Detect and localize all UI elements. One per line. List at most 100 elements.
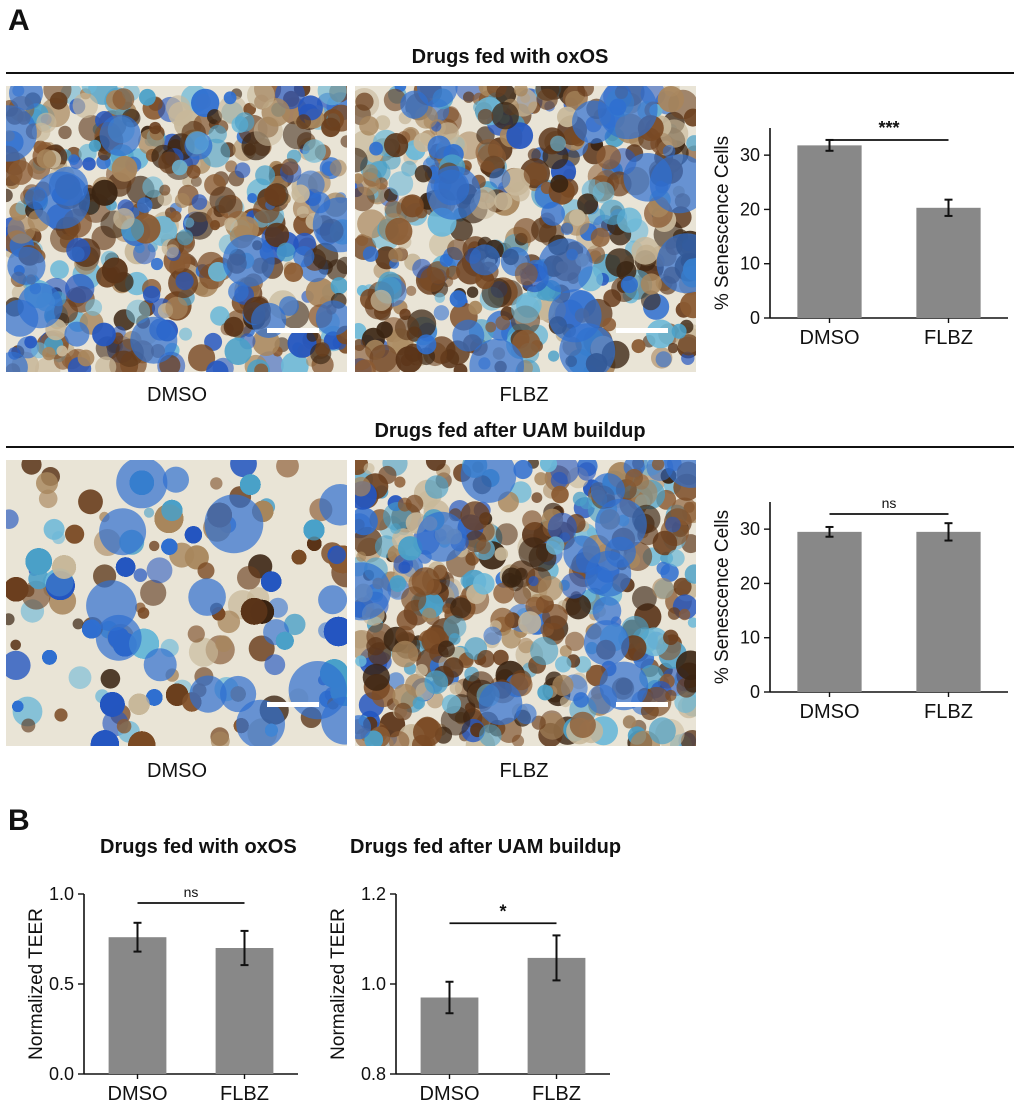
cell-blob [378,465,397,485]
image-label-dmso-row2: DMSO [147,760,207,782]
cell-blob [477,108,494,125]
cell-blob [514,262,538,286]
stain-cluster [433,169,470,206]
stain-cluster [236,699,285,746]
cell-blob [363,463,375,474]
cell-blob [100,669,121,689]
panel-b-right-title: Drugs fed after UAM buildup [350,836,622,858]
cell-blob [391,640,419,668]
cell-blob [302,139,327,163]
cell-blob [443,615,467,639]
cell-blob [162,466,189,493]
cell-blob [355,359,376,372]
y-tick-label: 20 [740,573,760,593]
cell-blob [36,472,58,495]
cell-blob [569,209,586,226]
cell-blob [640,273,662,295]
cell-blob [261,571,282,592]
cell-blob [687,617,696,628]
stain-cluster [143,648,177,682]
cell-blob [254,363,269,372]
cell-blob [336,256,347,274]
cell-blob [230,460,257,478]
cell-blob [128,731,156,746]
cell-blob [291,549,307,565]
cell-blob [577,462,597,481]
cell-blob [550,174,569,193]
cell-blob [224,217,238,231]
cell-blob [317,86,347,106]
cell-blob [56,345,68,357]
cell-blob [126,299,151,324]
cell-blob [663,629,679,645]
cell-blob [42,346,56,361]
stain-cluster [116,460,168,509]
cell-blob [439,253,453,267]
cell-blob [468,300,483,315]
stain-cluster [452,319,485,352]
cell-blob [667,549,685,567]
cell-blob [560,222,574,236]
cell-blob [136,197,153,213]
chart-senescence-oxos: 0 10 20 30 % Senescence Cells DMSO FLBZ *** [712,118,1008,349]
cell-blob [240,474,261,495]
cell-blob [100,692,125,717]
cell-blob [183,217,195,228]
cell-blob [534,472,548,486]
cell-blob [501,567,522,588]
cell-blob [7,215,36,244]
cell-blob [223,91,237,105]
cell-blob [90,730,119,746]
chart-senescence-uam: 0 10 20 30 % Senescence Cells DMSO FLBZ ns [712,495,1008,723]
cell-blob [453,363,468,372]
cell-blob [210,731,230,746]
cell-blob [424,670,449,695]
cell-blob [466,286,479,298]
cell-blob [128,693,150,715]
y-tick-label: 10 [740,628,760,648]
cell-blob [677,334,696,356]
cell-blob [8,160,33,185]
cell-blob [518,537,549,568]
stain-cluster [188,578,226,616]
cell-blob [182,176,193,187]
x-tick-label: FLBZ [924,327,973,349]
cell-blob [175,272,194,291]
cell-blob [52,531,65,545]
cell-blob [401,586,427,612]
cell-blob [143,507,155,518]
y-tick-label: 0.5 [49,974,74,994]
row1-title: Drugs fed with oxOS [411,46,609,68]
cell-blob [684,674,696,693]
cell-blob [437,640,455,658]
cell-blob [385,217,413,245]
cell-blob [330,277,347,295]
cell-blob [662,145,676,158]
cell-blob [157,191,173,206]
stain-cluster [538,238,593,293]
significance-label: ns [882,495,897,511]
y-axis-label: % Senescence Cells [712,136,733,310]
cell-blob [281,158,299,176]
y-tick-label: 20 [740,199,760,219]
stain-cluster [417,86,458,108]
cell-blob [398,536,423,561]
y-tick-label: 0.0 [49,1064,74,1084]
cell-blob [133,568,148,582]
cell-blob [186,164,201,179]
stain-cluster [288,661,347,720]
cell-blob [388,171,414,196]
stain-cluster [220,675,257,713]
cell-blob [307,536,322,551]
cell-blob [375,115,391,131]
cell-blob [279,296,299,316]
cell-blob [530,636,559,666]
cell-blob [165,244,179,259]
x-tick-label: FLBZ [924,701,973,723]
x-tick-label: FLBZ [532,1083,581,1105]
cell-blob [6,509,19,529]
stain-cluster [656,233,696,294]
cell-blob [514,86,528,97]
cell-blob [237,566,261,590]
cell-blob [388,248,403,263]
